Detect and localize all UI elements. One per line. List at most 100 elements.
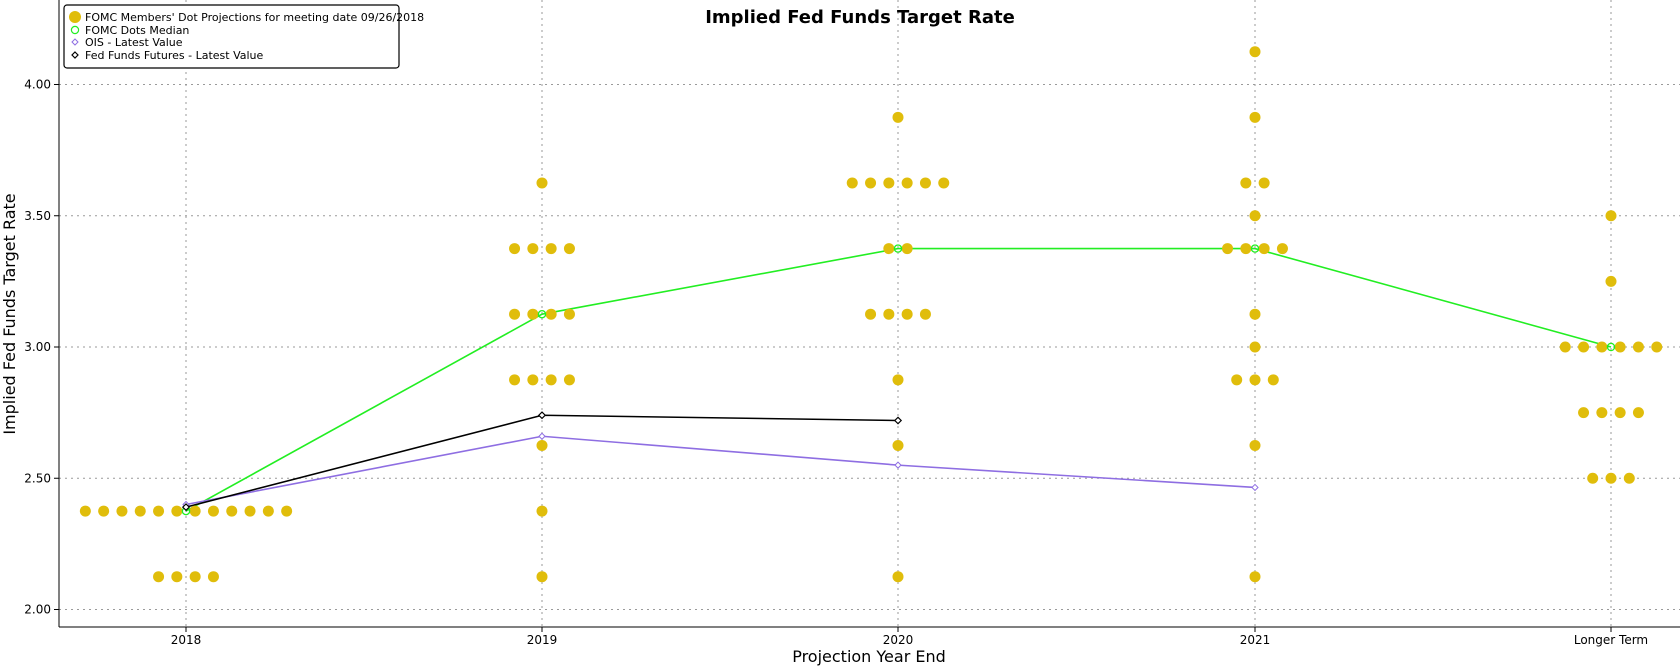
dot-projection <box>1249 46 1261 58</box>
median-point <box>893 244 903 253</box>
dot-projection <box>281 505 293 517</box>
dot-projection <box>883 308 895 320</box>
dot-projection <box>536 505 548 517</box>
dot-projection <box>171 505 183 517</box>
y-tick-label: 2.00 <box>24 603 51 617</box>
dot-projection <box>1605 472 1617 484</box>
y-tick-label: 3.50 <box>24 209 51 223</box>
x-axis-label: Projection Year End <box>792 647 946 666</box>
dot-projection <box>545 243 557 255</box>
dot-projection <box>1249 210 1261 222</box>
dot-projection <box>1614 341 1626 353</box>
dot-projection <box>919 308 931 320</box>
dot-projection <box>171 571 183 583</box>
dot-projection <box>1249 439 1261 451</box>
dot-projection <box>901 177 913 189</box>
median-point <box>1250 244 1260 253</box>
legend-box <box>63 4 400 69</box>
dot-projection <box>1258 243 1270 255</box>
dot-projection <box>1240 243 1252 255</box>
legend: FOMC Members' Dot Projections for meetin… <box>63 4 424 69</box>
ois-point <box>894 461 902 469</box>
dot-projection <box>536 177 548 189</box>
dot-projection <box>509 374 521 386</box>
y-tick-label: 4.00 <box>24 78 51 92</box>
legend-dots-icon <box>69 11 81 23</box>
dot-projection <box>1578 341 1590 353</box>
x-tick-labels: 2018 2019 2020 2021 Longer Term <box>171 627 1648 647</box>
legend-futures-icon <box>71 51 79 59</box>
futures-point <box>181 503 191 512</box>
dot-projection <box>545 374 557 386</box>
dot-projection <box>1276 243 1288 255</box>
dot-projection <box>536 571 548 583</box>
dot-projection <box>883 177 895 189</box>
x-tick-label: 2020 <box>883 633 914 647</box>
dot-projection <box>1559 341 1571 353</box>
dot-projection <box>527 243 539 255</box>
dot-projection <box>1587 472 1599 484</box>
y-axis-label: Implied Fed Funds Target Rate <box>0 193 19 434</box>
dot-projection <box>846 177 858 189</box>
median-point <box>1606 342 1616 352</box>
dot-projection <box>892 111 904 123</box>
x-tick-label: 2019 <box>527 633 558 647</box>
dot-projection <box>98 505 110 517</box>
dot-projection <box>189 571 201 583</box>
x-tick-label: Longer Term <box>1574 633 1648 647</box>
dot-projection <box>1258 177 1270 189</box>
dot-projection <box>865 308 877 320</box>
dot-projection <box>883 243 895 255</box>
dot-projection <box>1240 177 1252 189</box>
y-tick-label: 2.50 <box>24 471 51 485</box>
dot-projection <box>563 308 575 320</box>
dot-projection <box>1249 374 1261 386</box>
dot-projection <box>1632 341 1644 353</box>
dot-projection <box>189 505 201 517</box>
x-tick-label: 2021 <box>1240 633 1271 647</box>
legend-median-label: FOMC Dots Median <box>85 24 189 37</box>
dot-projection <box>1249 571 1261 583</box>
dot-projection <box>892 374 904 386</box>
legend-dots-label: FOMC Members' Dot Projections for meetin… <box>85 11 424 24</box>
dot-projection <box>509 243 521 255</box>
dot-projection <box>1632 407 1644 419</box>
dot-projection <box>1222 243 1234 255</box>
ois-point <box>1251 483 1259 492</box>
dot-projections <box>79 46 1663 583</box>
median-line <box>185 247 1612 512</box>
dot-projection <box>527 374 539 386</box>
dot-projection <box>116 505 128 517</box>
dot-projection <box>865 177 877 189</box>
legend-ois-label: OIS - Latest Value <box>85 36 183 49</box>
dot-projection <box>563 374 575 386</box>
futures-point <box>537 411 547 420</box>
dot-projection <box>563 243 575 255</box>
dot-projection <box>892 439 904 451</box>
y-tick-label: 3.00 <box>24 340 51 354</box>
futures-point <box>893 416 903 425</box>
dot-projection <box>919 177 931 189</box>
dot-projection <box>901 308 913 320</box>
dot-projection <box>207 505 219 517</box>
x-tick-label: 2018 <box>171 633 202 647</box>
ois-line <box>185 435 1256 506</box>
dot-projection <box>1605 210 1617 222</box>
dot-projection <box>226 505 238 517</box>
dot-projection <box>938 177 950 189</box>
dot-projection <box>545 308 557 320</box>
dot-projection <box>1267 374 1279 386</box>
dot-projection <box>134 505 146 517</box>
dot-projection <box>79 505 91 517</box>
dot-projection <box>509 308 521 320</box>
legend-ois-icon <box>71 38 79 46</box>
dot-projection <box>536 439 548 451</box>
dot-projection <box>1578 407 1590 419</box>
dot-projection <box>1249 111 1261 123</box>
ois-point <box>538 432 546 440</box>
series-markers <box>181 244 1616 516</box>
dot-projection <box>527 308 539 320</box>
grid-lines <box>59 0 1680 627</box>
median-point <box>537 309 547 319</box>
